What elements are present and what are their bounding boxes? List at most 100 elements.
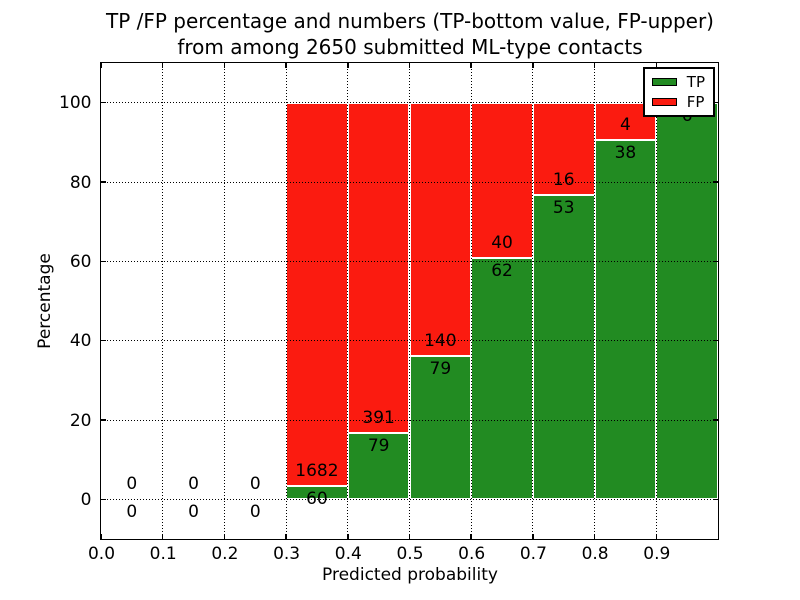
x-tick-label: 0.7 [519,544,547,564]
x-tick-label: 0.8 [581,544,609,564]
x-tick-mark [285,534,287,539]
y-tick-label: 60 [69,251,92,272]
x-axis-label: Predicted probability [322,565,498,585]
legend: TP FP [642,67,715,117]
x-tick-label: 0.4 [334,544,362,564]
bar-label-fp: 140 [424,331,457,352]
bar-label-tp: 60 [306,488,328,509]
gridline-x [532,63,534,539]
bar-label-fp: 16 [552,169,575,190]
bar-label-fp: 391 [362,407,395,428]
gridline-y [101,419,718,421]
bar-label-tp: 79 [367,435,390,456]
y-tick-mark [713,260,718,263]
legend-label-fp: FP [686,93,705,111]
x-tick-mark [347,534,349,539]
bar-segment-fp [286,102,348,486]
gridline-y [101,340,718,342]
bar-label-fp: 40 [491,233,513,254]
y-tick-label: 40 [69,331,92,352]
bar-segment-fp [409,102,472,357]
x-tick-mark [285,63,287,68]
y-tick-mark [101,101,106,104]
bar-label-tp: 0 [126,502,138,523]
y-tick-mark [101,498,106,501]
bar-label-tp: 79 [429,359,452,380]
bar-label-fp: 1682 [295,460,339,481]
tp-swatch-icon [651,78,677,86]
x-tick-label: 0.5 [396,544,424,564]
x-tick-label: 0.6 [458,544,486,564]
y-tick-label: 0 [80,489,92,510]
y-tick-label: 100 [59,93,92,114]
plot-area: TP FP 0000001682603917914079406216534380… [100,62,719,540]
x-tick-mark [100,63,102,68]
bar-label-fp: 0 [249,474,261,495]
x-tick-mark [408,534,411,539]
x-tick-label: 0.1 [149,544,177,564]
bar-label-fp: 0 [188,474,199,495]
chart-title-line1: TP /FP percentage and numbers (TP-bottom… [106,9,714,33]
x-tick-mark [100,534,102,539]
gridline-y [101,260,718,262]
gridline-x [223,63,225,539]
y-tick-mark [101,419,106,421]
chart-title: TP /FP percentage and numbers (TP-bottom… [100,8,720,60]
x-tick-mark [532,63,534,68]
bar-label-tp: 62 [491,261,513,282]
y-tick-mark [713,181,718,183]
x-tick-mark [161,63,164,68]
x-tick-label: 0.2 [211,544,239,564]
gridline-x [470,63,472,539]
bar-label-tp: 38 [614,143,637,164]
legend-label-tp: TP [686,73,705,91]
x-tick-mark [655,63,658,68]
y-tick-mark [713,498,718,501]
bar-label-fp: 0 [126,474,138,495]
bar-segment-tp [347,432,410,500]
bar-label-tp: 0 [249,502,261,523]
x-tick-mark [347,63,349,68]
x-tick-mark [470,63,472,68]
x-tick-mark [223,63,226,68]
x-tick-mark [161,534,164,539]
gridline-x [347,63,349,539]
x-tick-mark [408,63,411,68]
gridline-x [409,63,410,539]
bar-label-fp: 4 [620,115,631,136]
bar-segment-tp [409,356,472,500]
y-tick-mark [101,260,106,263]
bar-segment-fp [471,102,533,259]
x-tick-mark [593,534,596,539]
y-tick-mark [713,101,718,104]
gridline-x [285,63,287,539]
y-tick-mark [101,181,106,183]
bar-segment-tp [471,258,533,500]
gridline-x [162,63,164,539]
y-tick-mark [101,339,106,342]
gridline-x [655,63,657,539]
gridline-y [101,498,718,500]
legend-item-fp: FP [651,92,705,112]
bar-segment-tp [532,194,595,500]
x-tick-mark [532,534,534,539]
x-tick-mark [655,534,658,539]
y-tick-label: 20 [69,410,92,431]
x-tick-mark [593,63,596,68]
x-tick-mark [470,534,472,539]
gridline-y [101,181,718,183]
bar-label-tp: 53 [552,197,575,218]
x-tick-label: 0.0 [87,544,116,564]
x-tick-label: 0.9 [643,544,671,564]
y-tick-label: 80 [69,172,92,193]
x-tick-label: 0.3 [273,544,301,564]
x-tick-mark [223,534,226,539]
gridline-x [594,63,596,539]
fp-swatch-icon [651,98,677,106]
bar-segment-tp [594,140,657,500]
bar-segment-tp [656,102,718,500]
bar-label-tp: 0 [188,502,199,523]
y-tick-mark [713,339,718,342]
bar-segment-fp [347,102,410,433]
